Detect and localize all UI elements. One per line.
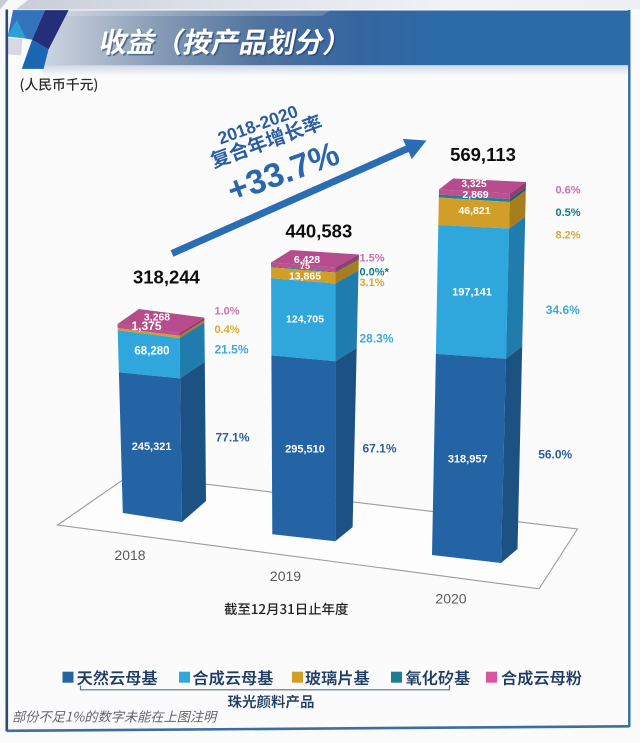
- svg-text:318,244: 318,244: [133, 266, 201, 287]
- svg-text:67.1%: 67.1%: [363, 442, 397, 456]
- svg-text:0.6%: 0.6%: [556, 184, 581, 196]
- svg-text:56.0%: 56.0%: [538, 447, 572, 461]
- svg-text:440,583: 440,583: [285, 221, 352, 242]
- svg-text:2020: 2020: [435, 591, 466, 607]
- svg-text:2,869: 2,869: [462, 189, 488, 201]
- svg-text:3.1%: 3.1%: [360, 277, 385, 289]
- svg-text:8.2%: 8.2%: [556, 230, 581, 242]
- svg-text:245,321: 245,321: [132, 441, 172, 453]
- svg-text:68,280: 68,280: [134, 346, 169, 358]
- svg-text:1.0%: 1.0%: [215, 305, 240, 317]
- svg-text:0.4%: 0.4%: [215, 324, 240, 336]
- svg-text:1.5%: 1.5%: [360, 253, 385, 265]
- svg-text:21.5%: 21.5%: [215, 343, 249, 357]
- svg-text:0.5%: 0.5%: [556, 207, 581, 219]
- svg-text:1,375: 1,375: [131, 319, 161, 333]
- svg-text:318,957: 318,957: [448, 453, 488, 465]
- svg-text:6,428: 6,428: [294, 254, 320, 266]
- svg-text:295,510: 295,510: [285, 443, 325, 455]
- svg-text:2018: 2018: [114, 547, 145, 563]
- svg-text:569,113: 569,113: [450, 144, 516, 165]
- svg-text:124,705: 124,705: [286, 314, 324, 326]
- svg-text:0.0%*: 0.0%*: [360, 266, 390, 278]
- svg-text:197,141: 197,141: [452, 286, 492, 298]
- svg-text:3,268: 3,268: [144, 312, 170, 324]
- svg-text:28.3%: 28.3%: [360, 331, 394, 345]
- svg-text:75: 75: [300, 261, 310, 271]
- svg-text:34.6%: 34.6%: [546, 303, 580, 317]
- svg-text:46,821: 46,821: [458, 205, 490, 217]
- svg-text:13,865: 13,865: [289, 270, 321, 282]
- svg-text:3,325: 3,325: [461, 179, 486, 190]
- svg-text:77.1%: 77.1%: [216, 431, 250, 445]
- svg-text:2019: 2019: [270, 568, 301, 584]
